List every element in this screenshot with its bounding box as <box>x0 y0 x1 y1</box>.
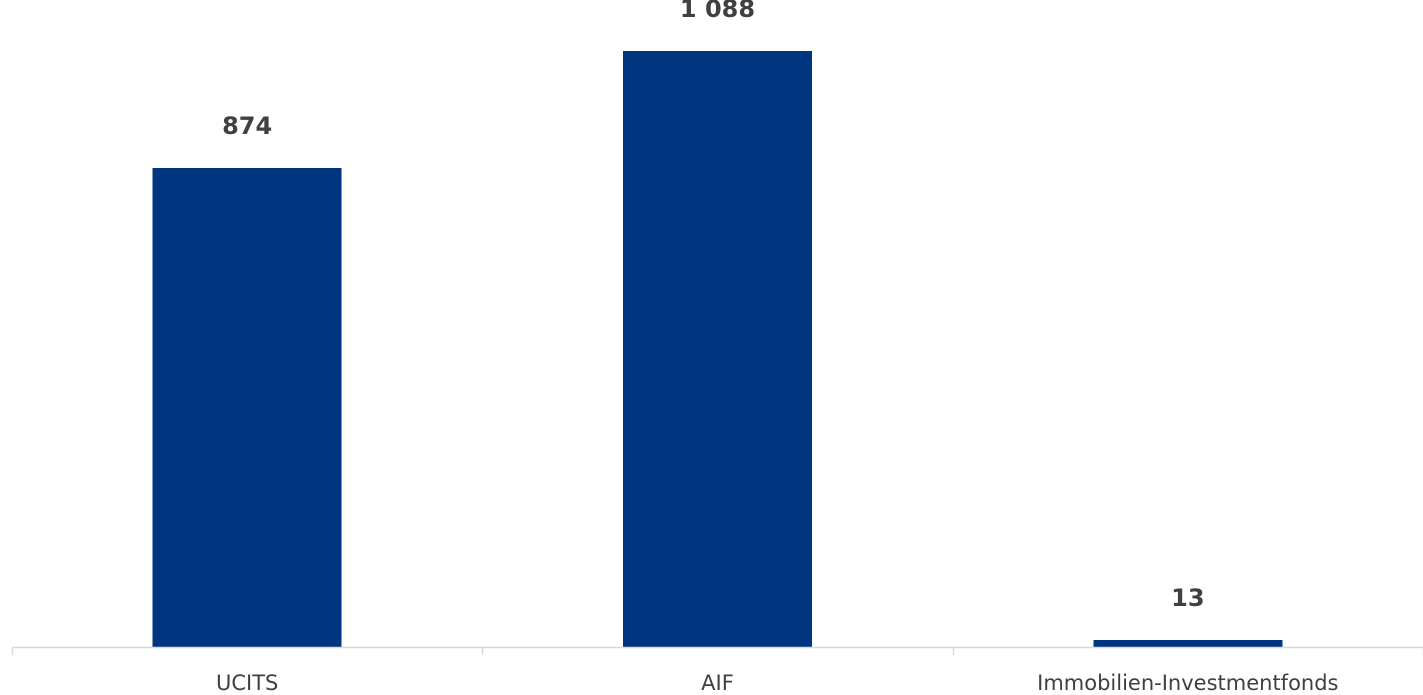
category-labels-group: UCITS AIF Immobilien-Investmentfonds <box>216 671 1339 695</box>
bar-immobilien-investmentfonds <box>1093 639 1283 647</box>
x-tick-label: Immobilien-Investmentfonds <box>1037 671 1338 695</box>
bars-group <box>152 51 1283 647</box>
x-ticks-group <box>11 647 1423 655</box>
x-tick-label: UCITS <box>216 671 278 695</box>
bar-aif <box>623 51 812 647</box>
x-tick-label: AIF <box>701 671 734 695</box>
bar-ucits <box>152 168 342 647</box>
data-label: 13 <box>1171 584 1204 612</box>
data-label: 874 <box>222 112 272 140</box>
data-label: 1 088 <box>680 0 755 23</box>
value-labels-group: 874 1 088 13 <box>222 0 1204 612</box>
